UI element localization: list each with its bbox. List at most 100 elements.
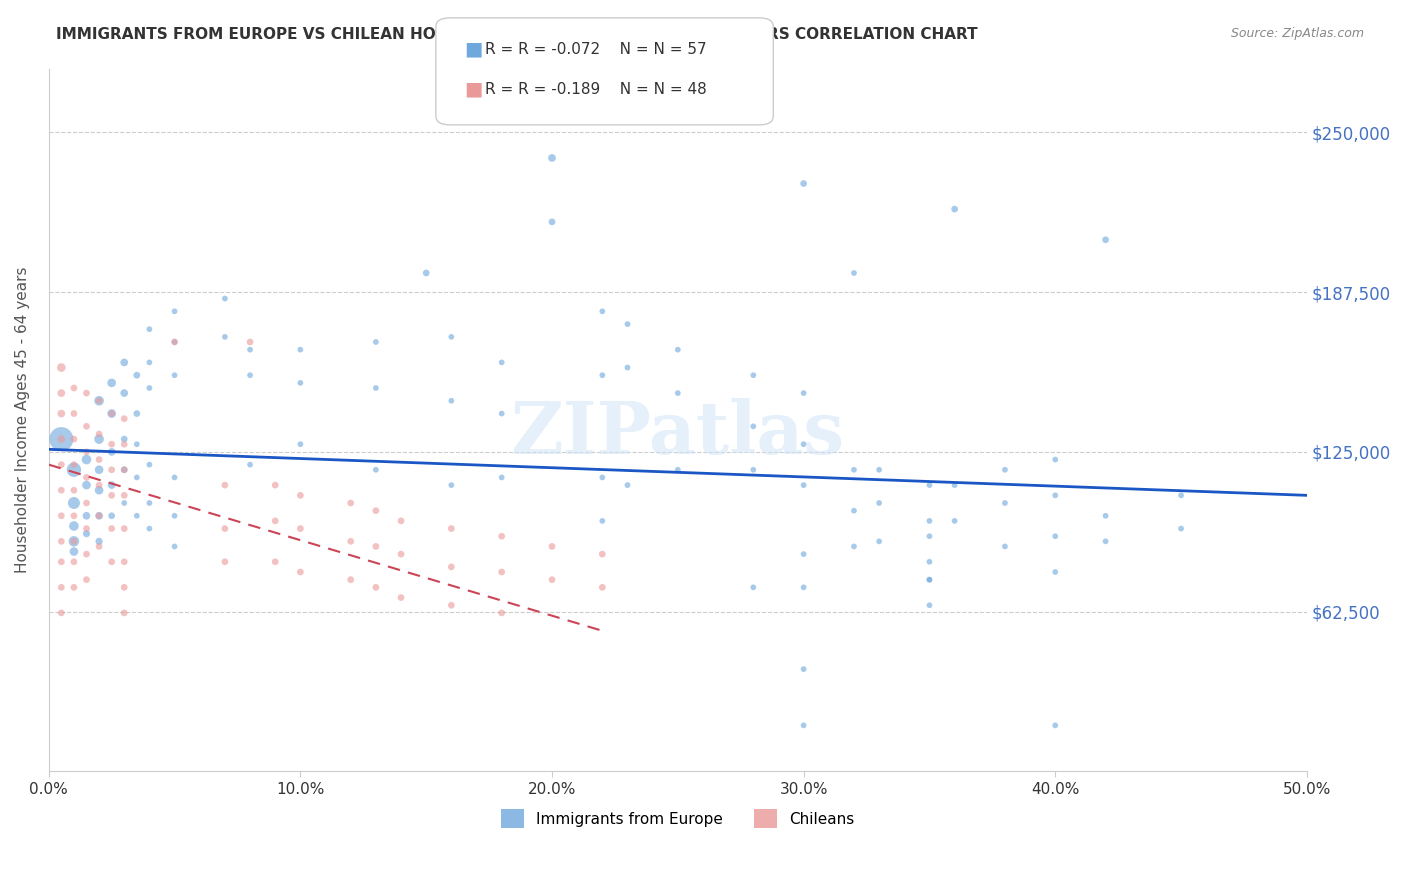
Text: ■: ■ [464,79,482,99]
Point [51,534,73,549]
Point [239,368,262,383]
Point [51,360,73,375]
Point [112,488,135,502]
Point [389,591,412,605]
Point [138,355,160,369]
Point [63,580,86,594]
Point [125,508,148,523]
Point [100,463,122,477]
Point [51,386,73,401]
Point [87,452,110,467]
Point [440,522,463,536]
Legend: Immigrants from Europe, Chileans: Immigrants from Europe, Chileans [495,803,860,834]
Point [918,573,941,587]
Point [541,151,564,165]
Point [112,411,135,425]
Point [112,522,135,536]
Point [76,496,98,510]
Point [63,483,86,498]
Point [415,266,437,280]
Point [440,330,463,344]
Point [100,407,122,421]
Point [87,534,110,549]
Point [994,463,1017,477]
Point [100,508,122,523]
Point [87,540,110,554]
Point [112,496,135,510]
Point [868,534,890,549]
Point [842,540,865,554]
Point [1045,488,1067,502]
Point [163,508,186,523]
Point [100,407,122,421]
Point [918,514,941,528]
Point [440,393,463,408]
Point [491,529,513,543]
Point [1170,488,1192,502]
Point [339,534,361,549]
Point [87,432,110,446]
Point [112,463,135,477]
Point [76,452,98,467]
Point [214,555,236,569]
Point [51,555,73,569]
Point [742,419,765,434]
Point [591,514,613,528]
Point [163,334,186,349]
Point [591,547,613,561]
Point [364,540,387,554]
Text: Source: ZipAtlas.com: Source: ZipAtlas.com [1230,27,1364,40]
Point [364,463,387,477]
Point [76,573,98,587]
Point [87,463,110,477]
Point [616,317,638,331]
Point [214,478,236,492]
Point [163,470,186,484]
Point [239,343,262,357]
Point [76,547,98,561]
Point [793,386,815,401]
Point [1045,565,1067,579]
Point [742,368,765,383]
Point [1045,529,1067,543]
Point [63,432,86,446]
Point [112,555,135,569]
Point [214,330,236,344]
Point [918,529,941,543]
Point [918,573,941,587]
Point [364,503,387,517]
Point [793,437,815,451]
Point [87,427,110,442]
Point [63,463,86,477]
Point [63,407,86,421]
Point [214,292,236,306]
Point [63,381,86,395]
Point [616,360,638,375]
Point [1094,508,1116,523]
Point [264,555,287,569]
Point [666,343,689,357]
Point [842,503,865,517]
Point [339,573,361,587]
Point [842,266,865,280]
Point [87,393,110,408]
Point [943,478,966,492]
Point [364,334,387,349]
Point [842,463,865,477]
Point [491,407,513,421]
Point [76,445,98,459]
Point [63,555,86,569]
Text: ZIPatlas: ZIPatlas [510,399,845,469]
Point [793,718,815,732]
Point [63,519,86,533]
Point [591,304,613,318]
Point [112,606,135,620]
Point [112,580,135,594]
Point [100,437,122,451]
Point [591,470,613,484]
Point [51,606,73,620]
Point [63,458,86,472]
Point [76,386,98,401]
Point [100,488,122,502]
Point [125,470,148,484]
